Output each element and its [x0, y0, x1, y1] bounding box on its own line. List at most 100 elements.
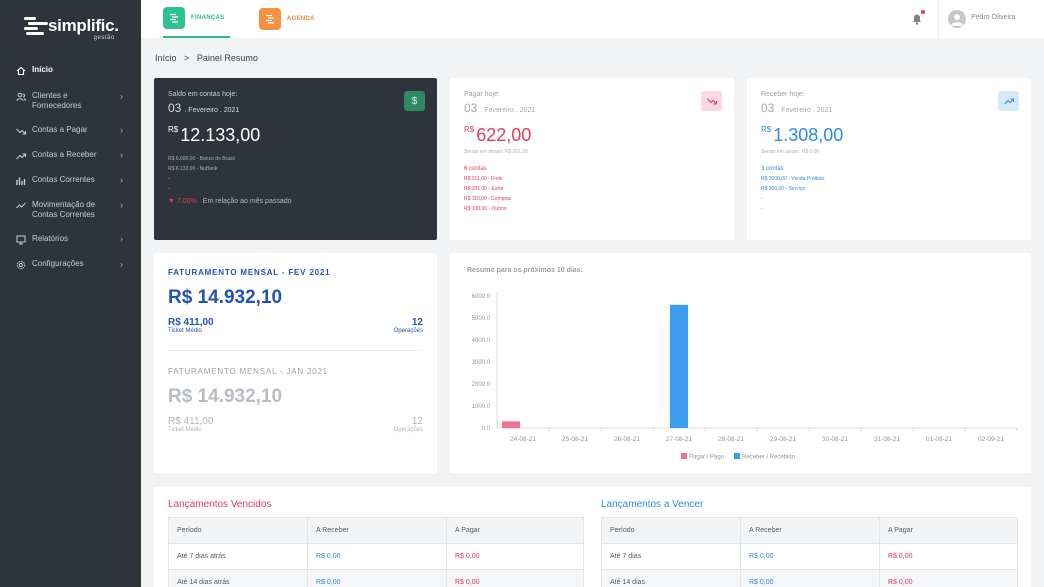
bar-chart: 0.0 1000.0 2000.0 3000.0 4000.0 5000.0 6000.0 2… [472, 292, 1018, 461]
saldo-label: Saldo em contas hoje: [168, 91, 238, 98]
home-icon [16, 66, 26, 76]
receber-count[interactable]: 3 contas [761, 166, 784, 172]
chevron-right-icon: › [120, 259, 123, 269]
table-cell: Até 7 dias [601, 543, 741, 570]
y-tick-label: 5000.0 [472, 316, 491, 322]
sidebar-item-relatorios[interactable]: Relatórios › [0, 234, 141, 245]
table-row: Até 7 dias R$ 0,00 R$ 0,00 [601, 543, 1018, 570]
y-tick-label: 0.0 [482, 426, 491, 432]
pagar-late: Sendo em atraso: R$ 201,00 [464, 149, 528, 155]
brand-sub: gestão [93, 35, 115, 41]
chart-card: Resumo para os próximos 10 dias: 0.0 1000… [450, 253, 1031, 473]
breadcrumb-separator: > [184, 53, 190, 63]
table-cell: R$ 0,00 [740, 569, 880, 587]
sidebar-item-clientes[interactable]: Clientes e Fornecedores › [0, 91, 141, 111]
user-name[interactable]: Pedro Oliveira [971, 14, 1016, 21]
sidebar-item-configuracoes[interactable]: Configurações › [0, 259, 141, 270]
table-cell: R$ 0,00 [307, 543, 447, 570]
sidebar-item-label: Contas a Pagar [32, 125, 88, 134]
faturamento-amount: R$ 14.932,10 [168, 287, 283, 308]
vencidos-title: Lançamentos Vencidos [168, 499, 272, 510]
avatar[interactable] [948, 10, 966, 28]
y-tick-label: 4000.0 [472, 338, 491, 344]
vencer-title: Lançamentos a Vencer [601, 499, 704, 510]
saldo-amount: R$ 12.133,00 [168, 125, 261, 145]
tab-label: AGENDA [287, 16, 315, 22]
saldo-lines: R$ 6.000,00 - Banco do Brasil R$ 6.133,0… [168, 154, 423, 194]
list-item: R$ 100,00 - Outros [464, 206, 507, 212]
ticket-value: R$ 411,00 [168, 416, 214, 427]
report-icon [16, 235, 26, 245]
table-row: Até 7 dias atrás R$ 0,00 R$ 0,00 [168, 543, 584, 570]
ops-value: 12 [411, 317, 423, 328]
receber-amount: R$ 1.308,00 [761, 125, 844, 145]
users-icon [16, 92, 26, 102]
trend-up-icon [998, 91, 1019, 111]
list-item: - [761, 206, 763, 212]
ticket-value: R$ 411,00 [168, 317, 214, 328]
x-tick-label: 28-08-21 [718, 436, 744, 443]
table-cell: R$ 0,00 [879, 543, 1018, 570]
tab-financas[interactable]: FINANÇAS [163, 0, 231, 38]
sidebar-item-contas-receber[interactable]: Contas a Receber › [0, 150, 141, 161]
lancamentos-card: Lançamentos Vencidos Período A Receber A… [154, 487, 1031, 587]
y-tick-label: 1000.0 [472, 404, 491, 410]
table-cell: R$ 0,00 [307, 569, 447, 587]
table-cell: Até 7 dias atrás [168, 543, 308, 570]
x-tick-label: 26-08-21 [614, 436, 640, 443]
sidebar-item-label: Início [32, 65, 53, 74]
trend-down-icon [701, 91, 722, 111]
breadcrumb-current: Painel Resumo [196, 53, 258, 63]
x-tick-label: 01-09-21 [926, 436, 952, 443]
list-item: R$ 311,00 - Frete [464, 176, 503, 182]
legend-swatch [734, 453, 740, 459]
gear-icon [16, 260, 26, 270]
list-item: - [168, 176, 170, 182]
faturamento-prev-title: FATURAMENTO MENSAL - JAN 2021 [168, 367, 328, 376]
brand-name: simplific. [48, 16, 119, 35]
bell-icon[interactable] [911, 12, 923, 25]
column-header: A Pagar [879, 517, 1018, 544]
sidebar-item-label: Clientes e Fornecedores [32, 91, 82, 110]
logo[interactable]: simplific. gestão [24, 14, 119, 41]
x-tick-label: 30-08-21 [822, 436, 848, 443]
sidebar-item-inicio[interactable]: Início [0, 65, 141, 76]
bar-receber [670, 304, 688, 428]
receber-lines: R$ 1008,00 - Venda Produto R$ 300,00 - S… [761, 174, 1017, 214]
list-item: R$ 201,00 - Extra [464, 186, 504, 192]
chevron-right-icon: › [120, 150, 123, 160]
bar-chart-icon [16, 177, 26, 185]
breadcrumb-home[interactable]: Início [155, 53, 177, 63]
vencidos-table: Período A Receber A Pagar Até 7 dias atr… [168, 517, 584, 587]
breadcrumb: Início > Painel Resumo [155, 53, 258, 63]
saldo-card: Saldo em contas hoje: 03 . Fevereiro . 2… [154, 78, 437, 240]
sidebar-nav: Início Clientes e Fornecedores › Contas … [0, 62, 141, 270]
x-tick-label: 27-08-21 [666, 436, 692, 443]
sidebar-item-contas-pagar[interactable]: Contas a Pagar › [0, 125, 141, 136]
receber-label: Receber hoje: [761, 91, 805, 98]
table-cell: R$ 0,00 [446, 569, 584, 587]
list-item: - [168, 186, 170, 192]
table-cell: R$ 0,00 [879, 569, 1018, 587]
notification-dot [921, 10, 925, 14]
ops-value: 12 [411, 416, 423, 427]
logo-icon [24, 14, 48, 40]
pagar-label: Pagar hoje: [464, 91, 500, 98]
ticket-label: Ticket Médio [168, 328, 202, 334]
trend-up-icon [16, 153, 26, 160]
ticket-label: Ticket Médio [168, 427, 202, 433]
receber-late: Sendo em atraso: R$ 0,00 [761, 149, 820, 155]
sidebar-item-contas-correntes[interactable]: Contas Correntes › [0, 175, 141, 186]
sidebar-item-label: Contas Correntes [32, 175, 95, 184]
sidebar-item-movimentacao[interactable]: Movimentação de Contas Correntes › [0, 200, 141, 220]
table-cell: R$ 0,00 [740, 543, 880, 570]
pagar-count[interactable]: 6 contas [464, 166, 487, 172]
arrow-down-icon: ▼ [168, 198, 175, 205]
x-tick-label: 24-08-21 [510, 436, 536, 443]
table-row: Até 14 dias R$ 0,00 R$ 0,00 [601, 569, 1018, 587]
list-item: R$ 6.133,00 - NuBank [168, 166, 218, 172]
y-tick-label: 3000.0 [472, 360, 491, 366]
list-item: R$ 300,00 - Serviço [761, 186, 806, 192]
legend-label: Receber / Recebido [742, 455, 796, 461]
tab-agenda[interactable]: AGENDA [259, 0, 315, 38]
